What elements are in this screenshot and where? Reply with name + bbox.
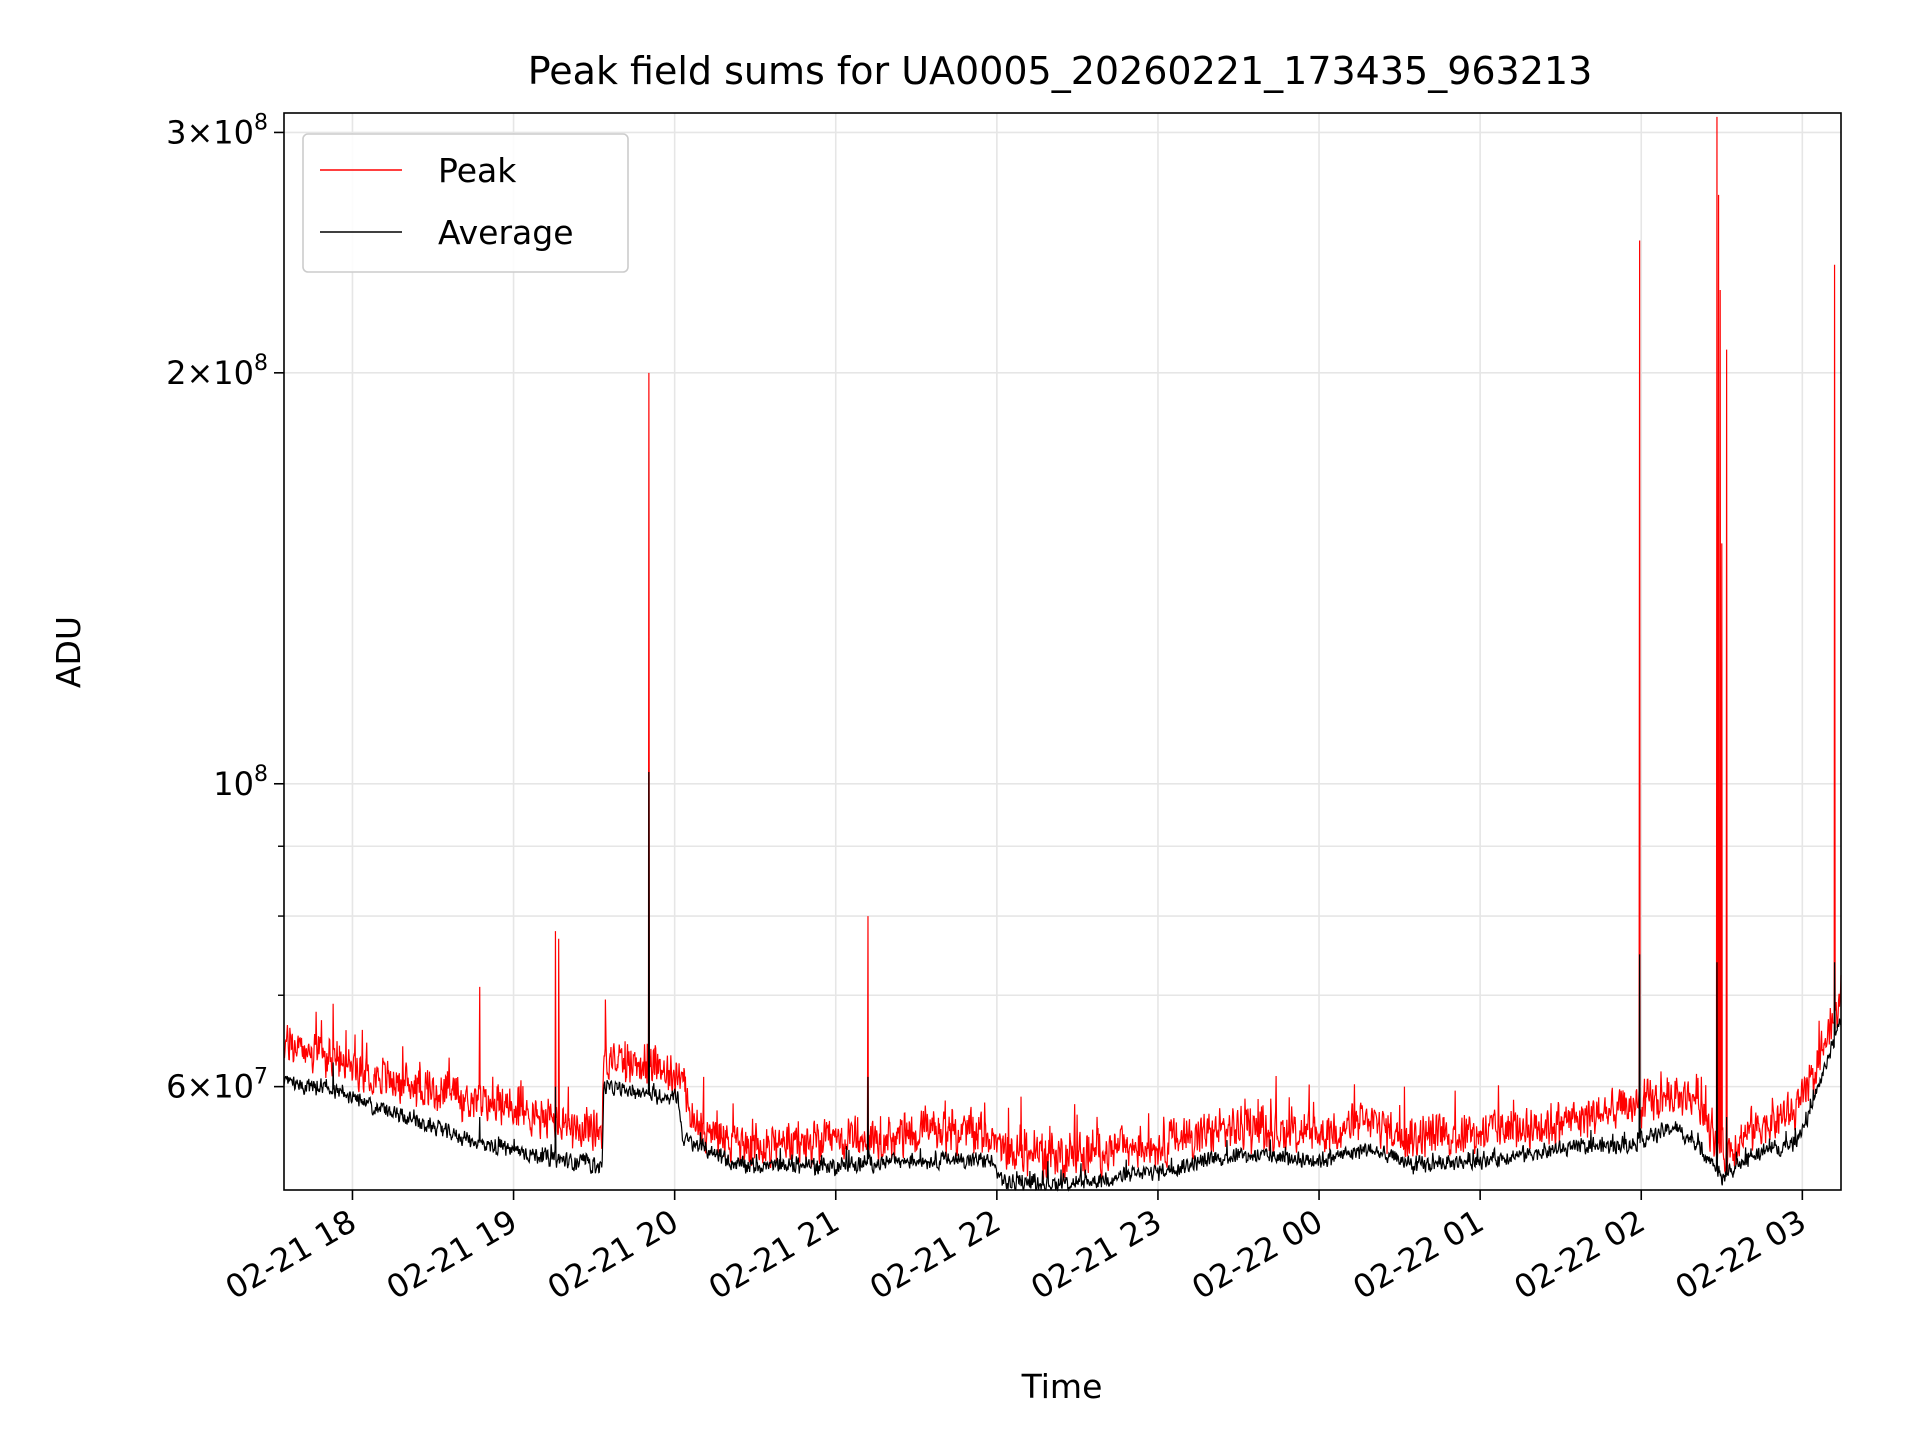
x-tick-label: 02-22 00 (1185, 1202, 1329, 1307)
grid (284, 113, 1841, 1190)
y-tick-label: 108 (213, 762, 268, 803)
plot-frame (283, 112, 1842, 1191)
x-tick-label: 02-22 02 (1508, 1202, 1652, 1307)
y-tick-label: 3×108 (166, 110, 268, 151)
x-tick-label: 02-22 01 (1347, 1202, 1491, 1307)
series-layer (283, 116, 1842, 1192)
legend-label-peak: Peak (438, 151, 517, 190)
y-axis: 6×107 108 2×108 3×108 (166, 110, 284, 1106)
series-line-peak (283, 116, 1842, 1184)
legend-box (302, 133, 629, 273)
chart-title: Peak field sums for UA0005_20260221_1734… (528, 49, 1593, 93)
x-tick-label: 02-21 20 (541, 1202, 685, 1307)
y-tick-label: 6×107 (166, 1065, 268, 1106)
x-tick-label: 02-21 19 (380, 1202, 524, 1307)
y-axis-label: ADU (49, 616, 88, 688)
legend: Peak Average (302, 133, 629, 273)
x-tick-label: 02-21 21 (702, 1202, 846, 1307)
series-line-average (283, 772, 1842, 1192)
legend-label-average: Average (438, 213, 574, 252)
x-tick-label: 02-21 18 (219, 1202, 363, 1307)
x-axis-label: Time (1021, 1367, 1103, 1406)
x-tick-label: 02-22 03 (1669, 1202, 1813, 1307)
y-tick-label: 2×108 (166, 351, 268, 392)
x-tick-label: 02-21 23 (1024, 1202, 1168, 1307)
x-tick-label: 02-21 22 (863, 1202, 1007, 1307)
x-axis: 02-21 18 02-21 19 02-21 20 02-21 21 02-21 22… (219, 1190, 1812, 1307)
